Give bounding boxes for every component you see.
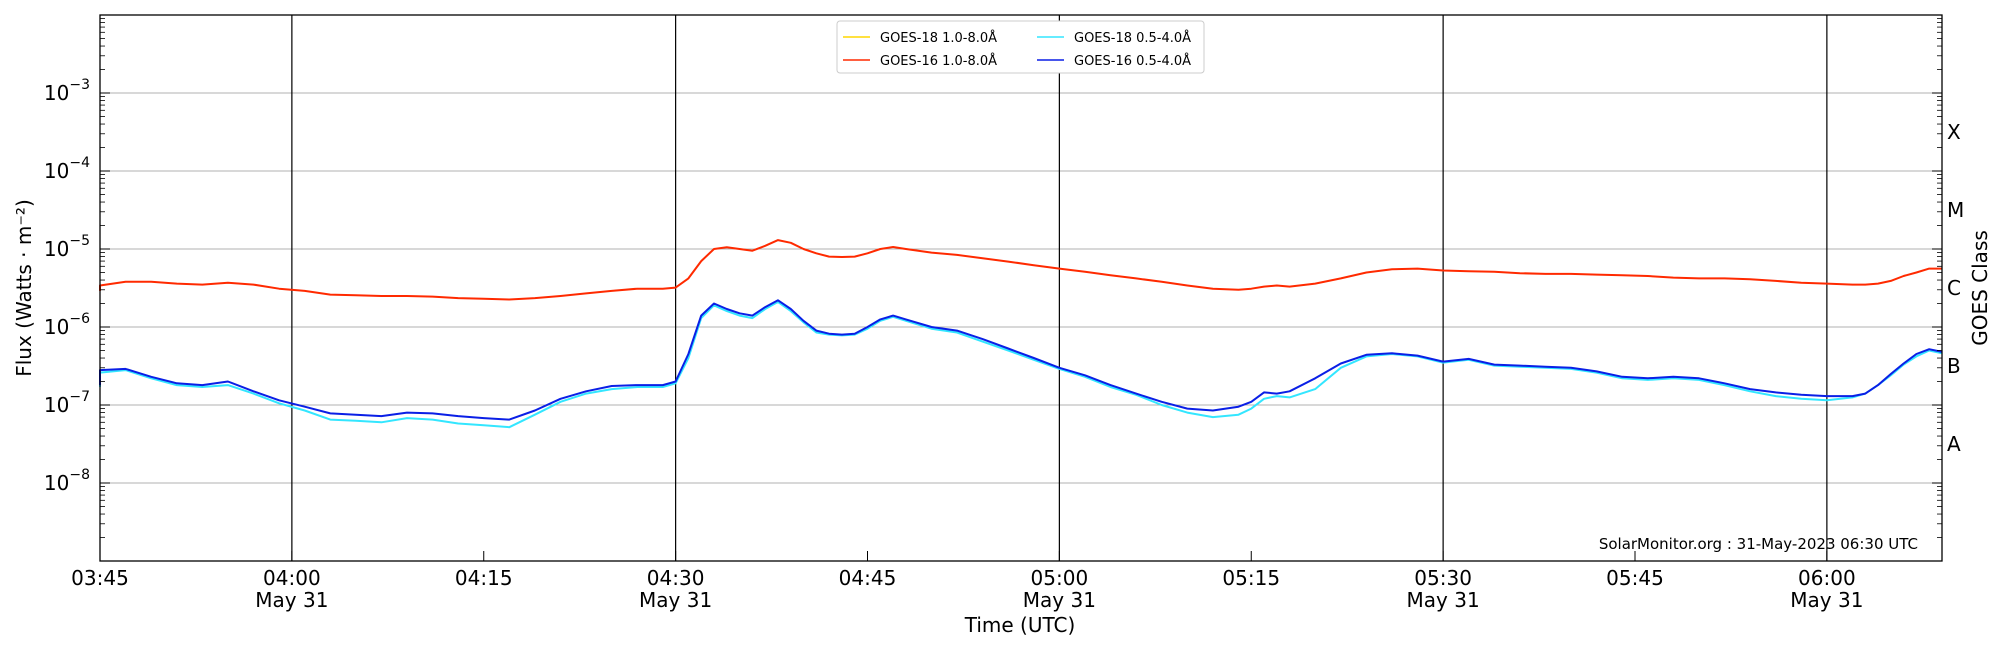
y-axis-ticks: 10−810−710−610−510−410−3 xyxy=(44,18,1942,538)
goes-class-label: M xyxy=(1947,198,1964,222)
legend-label-goes16-long: GOES-16 1.0-8.0Å xyxy=(880,53,997,69)
goes-class-labels: A B C M X xyxy=(1947,120,1964,456)
x-tick-label: 05:30 xyxy=(1414,566,1472,590)
y-tick-exponent: −3 xyxy=(69,77,90,93)
series-lines xyxy=(99,239,1943,429)
plot-frame xyxy=(99,14,1943,562)
x-tick-date-label: May 31 xyxy=(1407,588,1480,612)
x-tick-label: 06:00 xyxy=(1798,566,1856,590)
x-axis-title: Time (UTC) xyxy=(964,613,1076,637)
y-tick-label: 10−4 xyxy=(44,155,90,183)
x-tick-label: 03:45 xyxy=(71,566,129,590)
x-tick-label: 04:45 xyxy=(839,566,897,590)
goes-class-label: X xyxy=(1947,120,1961,144)
x-tick-date-label: May 31 xyxy=(1790,588,1863,612)
goes-class-label: B xyxy=(1947,354,1961,378)
y-tick-exponent: −8 xyxy=(69,467,90,483)
right-axis-title: GOES Class xyxy=(1968,230,1992,346)
goes-class-label: A xyxy=(1947,432,1961,456)
y-tick-label: 10−7 xyxy=(44,389,90,417)
legend: GOES-18 1.0-8.0Å GOES-16 1.0-8.0Å GOES-1… xyxy=(836,20,1205,74)
credit-annotation: SolarMonitor.org : 31-May-2023 06:30 UTC xyxy=(1599,535,1918,553)
legend-box xyxy=(836,20,1205,74)
y-tick-exponent: −7 xyxy=(69,389,90,405)
x-tick-label: 05:00 xyxy=(1031,566,1089,590)
y-tick-exponent: −4 xyxy=(69,155,90,171)
legend-label-goes18-long: GOES-18 1.0-8.0Å xyxy=(880,30,997,46)
series-line xyxy=(99,299,1943,421)
x-tick-label: 05:15 xyxy=(1222,566,1280,590)
series-line xyxy=(99,239,1942,301)
x-tick-date-label: May 31 xyxy=(255,588,328,612)
series-line xyxy=(99,300,1943,429)
goes-class-label: C xyxy=(1947,276,1961,300)
legend-label-goes16-short: GOES-16 0.5-4.0Å xyxy=(1074,53,1191,69)
y-axis-title: Flux (Watts · m⁻²) xyxy=(12,199,36,377)
x-tick-label: 04:00 xyxy=(263,566,321,590)
x-tick-label: 04:15 xyxy=(455,566,513,590)
y-tick-exponent: −5 xyxy=(69,233,90,249)
x-tick-date-label: May 31 xyxy=(1023,588,1096,612)
x-tick-label: 05:45 xyxy=(1606,566,1664,590)
y-tick-exponent: −6 xyxy=(69,311,90,327)
x-tick-label: 04:30 xyxy=(647,566,705,590)
legend-label-goes18-short: GOES-18 0.5-4.0Å xyxy=(1074,30,1191,46)
grid-lines xyxy=(100,92,1942,484)
day-marker-lines xyxy=(291,15,1828,561)
x-tick-date-label: May 31 xyxy=(639,588,712,612)
